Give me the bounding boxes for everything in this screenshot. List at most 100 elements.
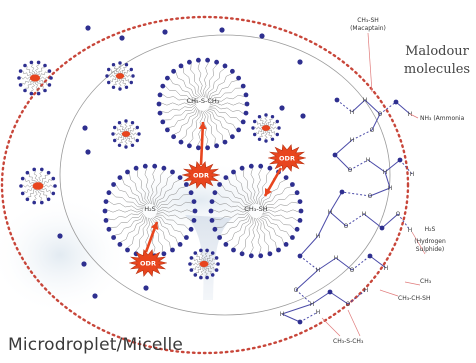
free-surfactant-head [85, 25, 91, 31]
micelle-head [240, 119, 246, 125]
atom-glyph: H [362, 211, 367, 218]
micelle-head [267, 251, 273, 257]
bond-line [335, 257, 353, 271]
micelle-head [216, 262, 220, 266]
micelle-head [20, 191, 25, 196]
micelle-tail [164, 105, 197, 121]
micelle-head [209, 218, 215, 223]
micelle-head [258, 253, 264, 259]
atom-glyph: H [316, 309, 321, 316]
micelle-head [188, 226, 194, 232]
micelle-head [277, 126, 281, 130]
micelle-tail [202, 62, 209, 98]
network-node [339, 189, 345, 195]
bond-line [341, 191, 371, 197]
atom-glyph: H [388, 185, 393, 192]
micelle-tail [212, 209, 250, 213]
micelle-head [240, 83, 246, 89]
micelle-head [125, 169, 130, 175]
free-surfactant-head [92, 293, 98, 299]
micelle-tail [243, 169, 256, 205]
micelle-head [184, 182, 189, 187]
micelle-head [160, 83, 166, 89]
bond-line [299, 311, 319, 323]
micelle-head [125, 247, 130, 253]
ammonia-label: NH₃ (Ammonia [420, 115, 465, 122]
micelle-head [43, 88, 47, 93]
bond-line [369, 187, 391, 197]
micelle-tail [205, 110, 224, 142]
micelle-head [212, 226, 218, 232]
micelle-core-label: H₂S [144, 205, 156, 213]
micelle-head [117, 175, 123, 181]
micelle-head [170, 247, 175, 253]
micelle-tail [190, 63, 203, 98]
micelle-tail [255, 217, 262, 254]
micelle-tail [114, 213, 144, 236]
atom-glyph: O [368, 193, 373, 200]
micelle-head [188, 190, 194, 196]
label-pointer [347, 309, 361, 337]
micelle-head [258, 163, 264, 169]
micelle-head [276, 247, 281, 253]
micelle-head [283, 242, 289, 247]
micelle-head [214, 59, 220, 65]
micelle-tail [256, 217, 269, 253]
micelle-tail [216, 212, 250, 228]
bond-line [334, 154, 351, 171]
micelle-head [244, 101, 250, 107]
micelle-tail [129, 173, 148, 205]
micelle-head [36, 60, 41, 65]
inner-boundary-ring [59, 34, 391, 316]
micelle-head [290, 235, 295, 240]
micelle-tail [152, 217, 171, 249]
bond-line [311, 291, 331, 305]
odr-arrows-layer [144, 121, 283, 253]
micelle-head [18, 83, 23, 87]
micelle-head [248, 253, 254, 259]
bond-line [329, 191, 343, 213]
micelle-head [117, 242, 123, 247]
atom-glyph: H [364, 287, 369, 294]
atom-glyph: H [350, 137, 355, 144]
small-micelle [188, 248, 220, 280]
micelle-head [29, 91, 34, 96]
network-node [397, 157, 403, 163]
micelle-head [196, 57, 201, 63]
micelle-head [107, 80, 111, 85]
micelle-head [187, 143, 192, 149]
micelle-head [236, 127, 242, 133]
bond-line [317, 211, 331, 237]
micelle-tail [262, 212, 298, 222]
micelle-head [193, 251, 198, 255]
micelle-tail [208, 73, 233, 100]
micelle-tail [152, 170, 165, 205]
micelle-head [297, 218, 303, 223]
micelle-head [253, 132, 257, 137]
bond-line [384, 171, 391, 189]
micelle-tail [149, 217, 156, 254]
bond-line [295, 269, 319, 291]
micelle-tail [161, 103, 197, 113]
micelle-tail [255, 168, 262, 205]
bond-line [317, 257, 337, 271]
micelle-tail [207, 68, 226, 99]
micelle-head [32, 167, 36, 172]
free-surfactant-head [162, 29, 168, 35]
atom-glyph: O [344, 223, 349, 230]
micelle-head [283, 175, 289, 181]
micelle-head [208, 208, 214, 214]
droplet-boundary-ring [0, 15, 410, 355]
caption-micelle: Microdroplet/Micelle [8, 335, 184, 355]
micelle-head [257, 137, 262, 141]
odr-arrow-head [265, 187, 272, 196]
micelle-head [171, 68, 177, 74]
micelle-head [214, 268, 219, 272]
micelle-tail [108, 200, 144, 210]
micelle-head [111, 62, 116, 67]
atom-glyph: O [348, 167, 353, 174]
micelle-head [199, 275, 203, 280]
bond-line [299, 235, 319, 257]
micelle-head [209, 199, 215, 205]
micelle-head [111, 132, 115, 136]
